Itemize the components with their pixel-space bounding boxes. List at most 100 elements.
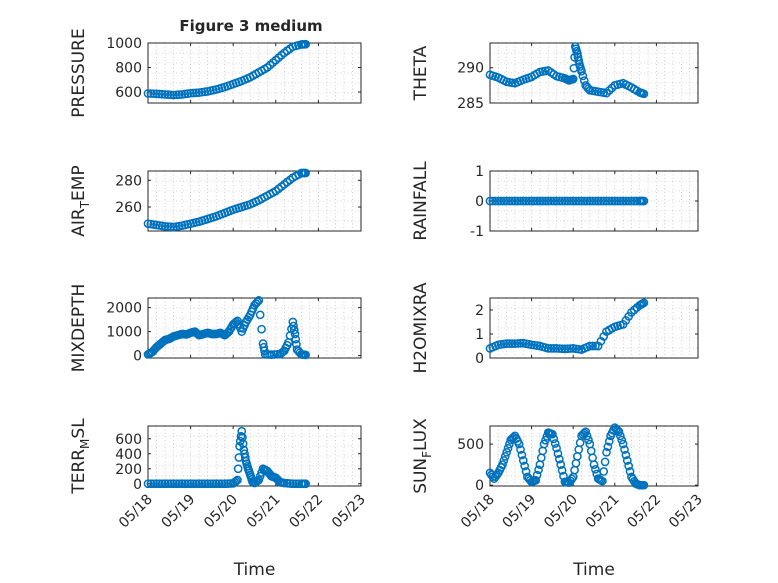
data-point [521,467,531,476]
data-point [596,196,606,206]
y-tick-label: 600 [115,85,142,101]
data-point [155,89,164,99]
data-point [166,222,176,232]
y-axis-label: SUNFLUX [411,418,434,494]
data-point [160,221,170,231]
data-point [560,196,570,206]
data-point [301,479,310,489]
data-point [152,479,161,489]
data-point [233,464,243,474]
data-point [289,321,298,331]
data-series [485,196,649,206]
data-point [557,344,567,354]
data-point [301,39,310,49]
data-point [157,89,167,99]
data-series [485,298,649,354]
data-point [149,89,159,99]
data-point [615,431,625,441]
data-point [613,196,622,206]
data-point [620,445,629,454]
data-point [548,429,557,439]
data-point [163,479,173,489]
data-point [180,479,190,489]
data-point [189,88,198,98]
y-axis-label-subscript: F [420,451,434,458]
data-point [524,196,534,206]
data-point [502,339,511,348]
data-point [169,479,178,489]
data-point [578,71,588,81]
data-point [488,196,498,206]
data-point [554,344,564,353]
data-point [627,196,636,206]
data-point [217,479,227,489]
data-point [588,341,597,351]
data-point [290,329,300,339]
data-point [560,344,570,354]
data-point [502,447,511,457]
data-point [155,479,164,489]
data-point [604,196,614,206]
data-point [208,479,218,489]
data-point [166,90,176,100]
y-axis-label: THETA [411,45,431,101]
y-tick-label: 280 [115,173,142,189]
data-point [599,467,609,476]
data-point [520,461,530,471]
data-point [618,439,628,449]
data-point [197,479,207,489]
data-point [146,89,156,98]
data-point [603,442,613,452]
data-point [236,431,246,441]
data-point [585,341,595,351]
data-series [143,39,310,100]
data-series [485,42,649,99]
data-point [597,476,607,486]
data-point [160,90,170,99]
y-axis-label: RAINFALL [411,161,431,241]
y-tick-label: 1 [475,164,484,180]
data-point [191,479,201,489]
y-tick-label: 0 [475,351,484,367]
data-point [541,435,550,445]
y-axis-label-part: LUX [411,418,431,451]
data-point [535,196,545,206]
data-point [254,296,264,305]
data-point [550,439,560,448]
y-tick-label: 800 [115,60,142,76]
y-tick-label: 0 [133,349,142,365]
data-point [553,449,563,459]
data-point [582,196,592,206]
data-point [577,196,586,206]
data-point [557,466,567,475]
data-point [191,88,201,98]
data-point [602,447,611,457]
y-tick-label: -1 [470,224,484,240]
y-axis-label: AIRTEMP [69,165,92,236]
data-point [146,479,156,489]
x-axis-label: Time [233,560,276,580]
data-point [200,479,210,489]
data-point [186,479,195,489]
data-point [282,478,292,488]
data-point [172,479,181,489]
data-series [485,423,649,490]
data-point [600,457,610,467]
y-tick-label: 0 [475,194,484,210]
data-point [149,479,159,489]
data-point [301,168,310,178]
data-point [163,222,173,231]
data-point [485,196,495,206]
y-tick-label: 0 [475,478,484,494]
figure-title: Figure 3 medium [179,17,322,35]
subplot-pressure: 600 800 1000 PRESSURE [69,28,362,118]
axes-box [489,425,699,487]
y-tick-label: 1000 [106,325,142,341]
data-point [574,56,584,65]
data-point [143,89,153,98]
data-point [549,344,559,353]
data-point [172,90,181,100]
data-point [169,90,178,100]
data-point [257,324,266,334]
data-point [166,479,176,489]
